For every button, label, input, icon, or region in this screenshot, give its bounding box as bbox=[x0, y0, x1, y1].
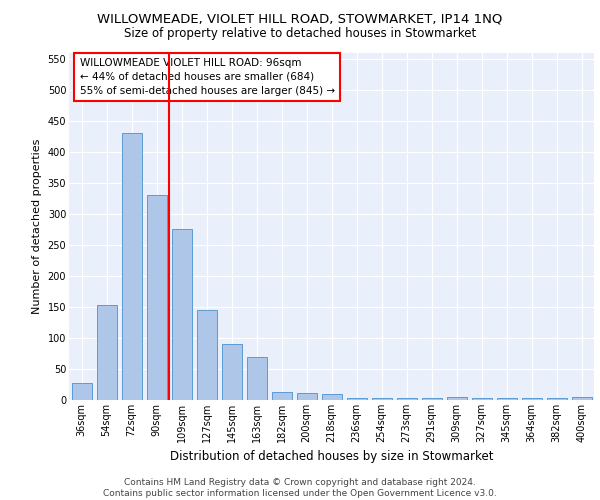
Bar bbox=[146, 195, 167, 400]
Y-axis label: Number of detached properties: Number of detached properties bbox=[32, 138, 42, 314]
Bar bbox=[97, 305, 116, 400]
Bar bbox=[547, 398, 566, 400]
Bar bbox=[521, 398, 542, 400]
Text: Contains HM Land Registry data © Crown copyright and database right 2024.
Contai: Contains HM Land Registry data © Crown c… bbox=[103, 478, 497, 498]
Bar bbox=[347, 398, 367, 400]
Text: WILLOWMEADE, VIOLET HILL ROAD, STOWMARKET, IP14 1NQ: WILLOWMEADE, VIOLET HILL ROAD, STOWMARKE… bbox=[97, 12, 503, 26]
Bar bbox=[497, 398, 517, 400]
Bar bbox=[371, 398, 392, 400]
Bar bbox=[172, 230, 191, 400]
X-axis label: Distribution of detached houses by size in Stowmarket: Distribution of detached houses by size … bbox=[170, 450, 493, 464]
Bar bbox=[121, 133, 142, 400]
Bar bbox=[571, 397, 592, 400]
Bar bbox=[221, 344, 241, 400]
Bar bbox=[247, 356, 266, 400]
Bar bbox=[397, 398, 416, 400]
Bar bbox=[446, 397, 467, 400]
Bar bbox=[322, 394, 341, 400]
Bar bbox=[71, 382, 91, 400]
Text: WILLOWMEADE VIOLET HILL ROAD: 96sqm
← 44% of detached houses are smaller (684)
5: WILLOWMEADE VIOLET HILL ROAD: 96sqm ← 44… bbox=[79, 58, 335, 96]
Bar bbox=[421, 398, 442, 400]
Bar bbox=[296, 393, 317, 400]
Bar bbox=[197, 310, 217, 400]
Text: Size of property relative to detached houses in Stowmarket: Size of property relative to detached ho… bbox=[124, 28, 476, 40]
Bar bbox=[271, 392, 292, 400]
Bar bbox=[472, 398, 491, 400]
